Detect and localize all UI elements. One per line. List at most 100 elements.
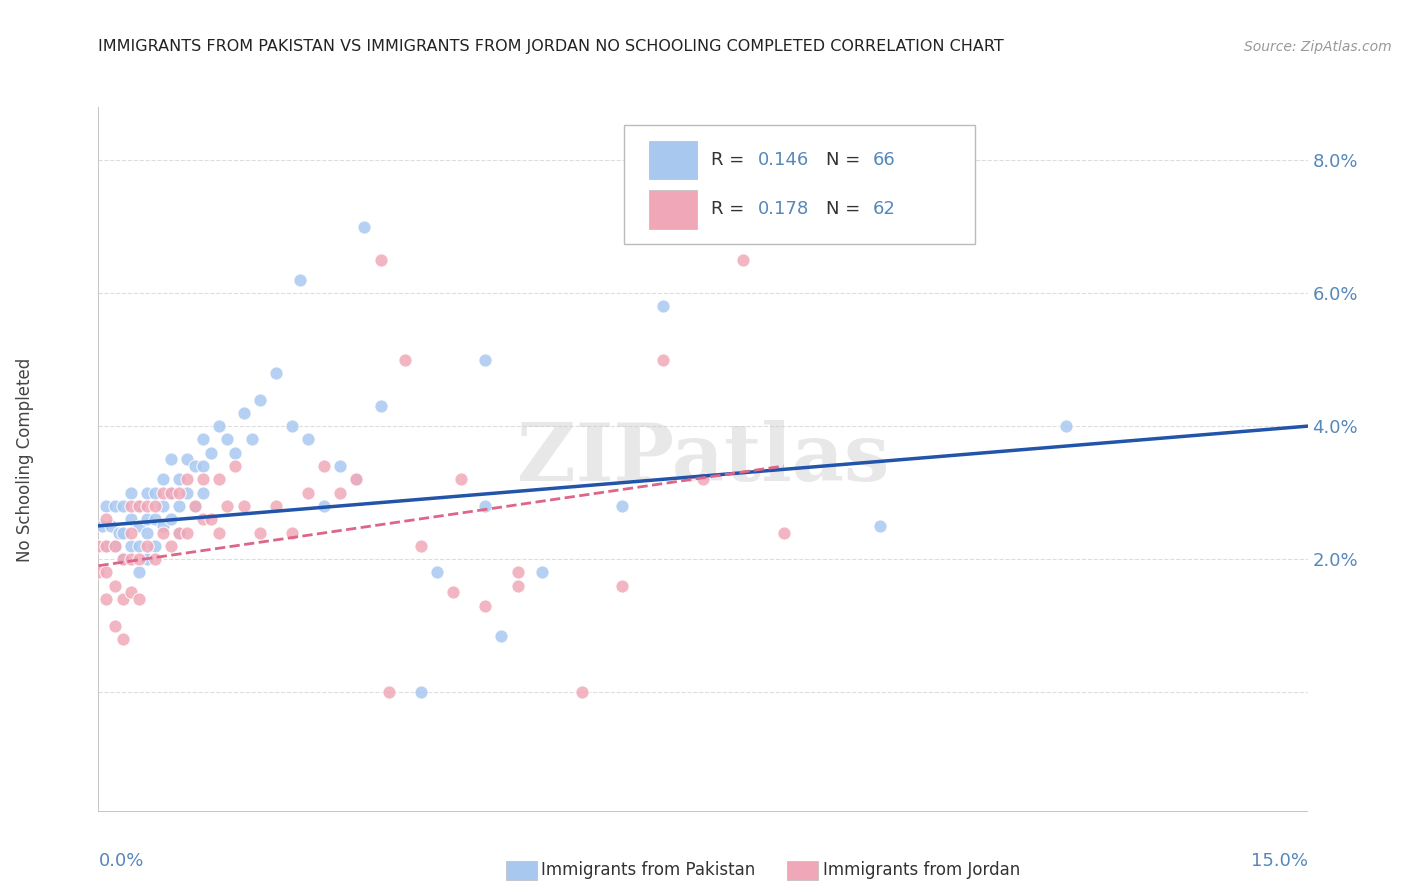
Point: [111, 499, 134, 513]
Point: [264, 366, 287, 380]
Point: [128, 539, 150, 553]
Point: [450, 472, 472, 486]
Point: [474, 352, 496, 367]
Point: [143, 539, 166, 553]
Point: [370, 252, 392, 267]
Point: [87, 566, 110, 580]
Text: N =: N =: [827, 151, 866, 169]
Point: [100, 519, 122, 533]
Point: [692, 472, 714, 486]
Point: [353, 219, 375, 234]
Point: [120, 525, 142, 540]
Point: [120, 499, 142, 513]
Point: [441, 585, 464, 599]
Text: 15.0%: 15.0%: [1250, 852, 1308, 870]
Point: [111, 552, 134, 566]
Point: [281, 419, 304, 434]
Point: [297, 485, 319, 500]
Point: [135, 525, 157, 540]
Point: [217, 433, 239, 447]
Text: Immigrants from Jordan: Immigrants from Jordan: [823, 861, 1019, 879]
Text: 0.0%: 0.0%: [98, 852, 143, 870]
Point: [409, 539, 432, 553]
Point: [135, 512, 157, 526]
Point: [128, 499, 150, 513]
Point: [176, 472, 198, 486]
FancyBboxPatch shape: [624, 125, 976, 244]
Point: [152, 499, 174, 513]
Point: [167, 485, 190, 500]
Text: Source: ZipAtlas.com: Source: ZipAtlas.com: [1244, 39, 1392, 54]
Point: [733, 252, 755, 267]
Point: [193, 485, 215, 500]
Point: [152, 519, 174, 533]
Point: [200, 512, 222, 526]
Point: [167, 472, 190, 486]
Point: [176, 525, 198, 540]
Point: [612, 579, 634, 593]
Point: [111, 525, 134, 540]
Text: N =: N =: [827, 200, 866, 219]
Point: [87, 539, 110, 553]
Point: [344, 472, 367, 486]
Point: [297, 433, 319, 447]
Point: [208, 525, 231, 540]
Point: [193, 512, 215, 526]
Text: 66: 66: [872, 151, 896, 169]
Point: [208, 472, 231, 486]
Point: [264, 499, 287, 513]
Point: [232, 499, 254, 513]
Point: [530, 566, 553, 580]
Point: [103, 579, 125, 593]
Point: [167, 525, 190, 540]
Point: [96, 539, 118, 553]
Point: [249, 392, 271, 407]
Point: [96, 539, 118, 553]
Point: [135, 552, 157, 566]
Point: [506, 579, 529, 593]
Point: [249, 525, 271, 540]
Point: [426, 566, 449, 580]
Point: [176, 485, 198, 500]
Point: [120, 539, 142, 553]
Point: [128, 592, 150, 607]
Point: [143, 499, 166, 513]
Point: [240, 433, 263, 447]
Point: [143, 485, 166, 500]
Point: [167, 499, 190, 513]
Point: [96, 499, 118, 513]
Point: [474, 499, 496, 513]
Point: [120, 485, 142, 500]
Point: [314, 499, 336, 513]
Point: [160, 485, 183, 500]
Point: [370, 399, 392, 413]
Point: [160, 452, 183, 467]
Text: 0.146: 0.146: [758, 151, 808, 169]
Point: [96, 512, 118, 526]
Point: [120, 512, 142, 526]
Point: [152, 472, 174, 486]
Point: [103, 499, 125, 513]
Point: [160, 485, 183, 500]
FancyBboxPatch shape: [648, 141, 697, 179]
Text: IMMIGRANTS FROM PAKISTAN VS IMMIGRANTS FROM JORDAN NO SCHOOLING COMPLETED CORREL: IMMIGRANTS FROM PAKISTAN VS IMMIGRANTS F…: [98, 38, 1004, 54]
Point: [107, 525, 129, 540]
Point: [91, 519, 114, 533]
Point: [111, 632, 134, 646]
Point: [135, 539, 157, 553]
Point: [143, 512, 166, 526]
Point: [96, 592, 118, 607]
Point: [224, 446, 246, 460]
Point: [103, 539, 125, 553]
Point: [184, 458, 207, 473]
Text: 62: 62: [872, 200, 896, 219]
Point: [772, 525, 794, 540]
Point: [135, 499, 157, 513]
Point: [217, 499, 239, 513]
Point: [224, 458, 246, 473]
Point: [135, 485, 157, 500]
Point: [128, 519, 150, 533]
Text: No Schooling Completed: No Schooling Completed: [17, 358, 34, 561]
Point: [288, 273, 311, 287]
Point: [152, 525, 174, 540]
